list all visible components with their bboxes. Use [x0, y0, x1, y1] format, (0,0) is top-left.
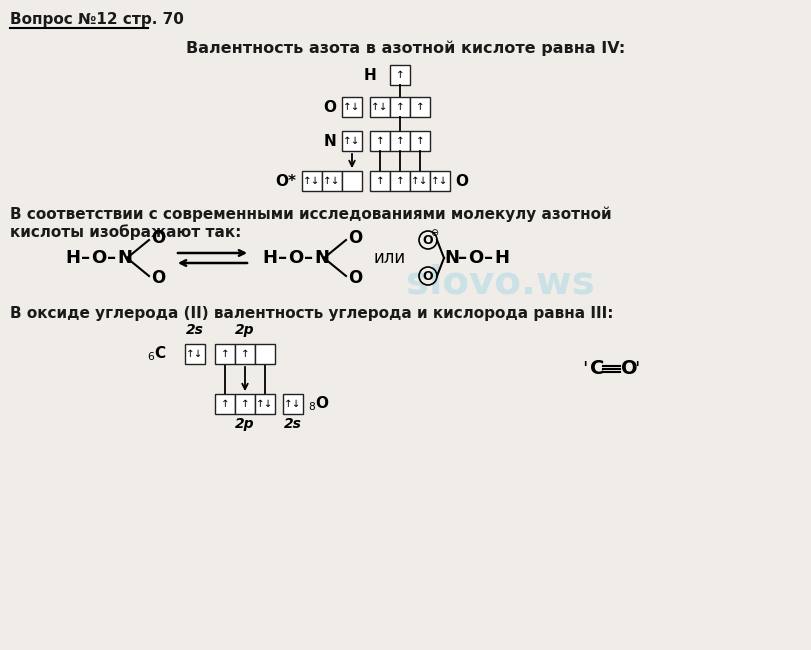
Text: ↑↓: ↑↓: [256, 399, 273, 409]
Text: ↑: ↑: [395, 176, 404, 186]
Text: $_6$C: $_6$C: [147, 344, 166, 363]
Text: O: O: [423, 233, 433, 246]
Text: ': ': [582, 359, 587, 378]
Text: $_8$O: $_8$O: [307, 395, 329, 413]
Text: O: O: [423, 270, 433, 283]
Text: N: N: [444, 249, 458, 267]
Bar: [283, 394, 303, 414]
Bar: [389, 131, 410, 151]
Bar: [389, 97, 410, 117]
Text: ↑↓: ↑↓: [431, 176, 448, 186]
Text: ↑↓: ↑↓: [284, 399, 302, 409]
Text: ↑: ↑: [221, 399, 229, 409]
Text: ↑↓: ↑↓: [186, 349, 204, 359]
Bar: [255, 344, 275, 364]
Text: H: H: [262, 249, 277, 267]
Text: O: O: [151, 269, 165, 287]
Text: N: N: [314, 249, 328, 267]
Text: H: H: [65, 249, 80, 267]
Text: O: O: [467, 249, 483, 267]
Text: slovo.ws: slovo.ws: [405, 263, 594, 301]
Text: или: или: [374, 249, 406, 267]
Bar: [185, 344, 204, 364]
Text: ↑: ↑: [395, 136, 404, 146]
Bar: [234, 344, 255, 364]
Text: кислоты изображают так:: кислоты изображают так:: [10, 224, 241, 240]
Bar: [370, 171, 389, 191]
Text: ↑: ↑: [395, 70, 404, 80]
Bar: [430, 171, 449, 191]
Text: В оксиде углерода (II) валентность углерода и кислорода равна III:: В оксиде углерода (II) валентность углер…: [10, 306, 613, 321]
Text: 2p: 2p: [235, 417, 255, 431]
Bar: [255, 394, 275, 414]
Text: –: –: [457, 249, 466, 267]
Text: N: N: [117, 249, 132, 267]
Text: –: –: [277, 249, 287, 267]
Text: ↑: ↑: [375, 176, 384, 186]
Bar: [370, 131, 389, 151]
Text: ↑: ↑: [221, 349, 229, 359]
Bar: [341, 97, 362, 117]
Text: 2s: 2s: [284, 417, 302, 431]
Text: ': ': [633, 359, 638, 378]
Text: ↑: ↑: [415, 136, 424, 146]
Text: ↑↓: ↑↓: [371, 102, 388, 112]
Text: O: O: [91, 249, 106, 267]
Text: O: O: [620, 359, 637, 378]
Bar: [370, 97, 389, 117]
Text: O: O: [323, 99, 336, 114]
Bar: [341, 171, 362, 191]
Text: ↑↓: ↑↓: [410, 176, 428, 186]
Text: O*: O*: [275, 174, 296, 188]
Text: O: O: [151, 229, 165, 247]
Text: H: H: [363, 68, 375, 83]
Text: 2p: 2p: [235, 323, 255, 337]
Text: O: O: [348, 229, 362, 247]
Text: –: –: [303, 249, 313, 267]
Text: ↑↓: ↑↓: [343, 102, 360, 112]
Text: C: C: [590, 359, 603, 378]
Bar: [410, 97, 430, 117]
Text: O: O: [288, 249, 303, 267]
Bar: [215, 394, 234, 414]
Bar: [215, 344, 234, 364]
Text: H: H: [493, 249, 508, 267]
Text: В соответствии с современными исследованиями молекулу азотной: В соответствии с современными исследован…: [10, 206, 611, 222]
Bar: [302, 171, 322, 191]
Text: ⊖: ⊖: [429, 228, 437, 238]
Text: ↑: ↑: [395, 102, 404, 112]
Text: 2s: 2s: [186, 323, 204, 337]
Text: ↑: ↑: [240, 349, 249, 359]
Text: N: N: [323, 133, 336, 148]
Text: O: O: [348, 269, 362, 287]
Bar: [389, 65, 410, 85]
Text: O: O: [454, 174, 467, 188]
Text: ↑: ↑: [240, 399, 249, 409]
Text: Валентность азота в азотной кислоте равна IV:: Валентность азота в азотной кислоте равн…: [187, 40, 624, 56]
Text: –: –: [81, 249, 90, 267]
Bar: [389, 171, 410, 191]
Bar: [234, 394, 255, 414]
Bar: [322, 171, 341, 191]
Text: ↑↓: ↑↓: [323, 176, 341, 186]
Text: ↑: ↑: [415, 102, 424, 112]
Bar: [341, 131, 362, 151]
Text: –: –: [107, 249, 116, 267]
Text: ↑↓: ↑↓: [303, 176, 320, 186]
Bar: [410, 131, 430, 151]
Text: ↑: ↑: [375, 136, 384, 146]
Text: ↑↓: ↑↓: [343, 136, 360, 146]
Bar: [410, 171, 430, 191]
Text: –: –: [483, 249, 492, 267]
Text: Вопрос №12 стр. 70: Вопрос №12 стр. 70: [10, 12, 183, 27]
